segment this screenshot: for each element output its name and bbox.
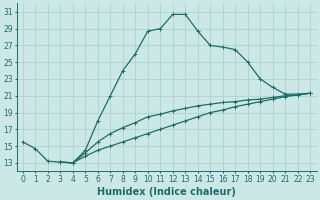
X-axis label: Humidex (Indice chaleur): Humidex (Indice chaleur) [97, 187, 236, 197]
